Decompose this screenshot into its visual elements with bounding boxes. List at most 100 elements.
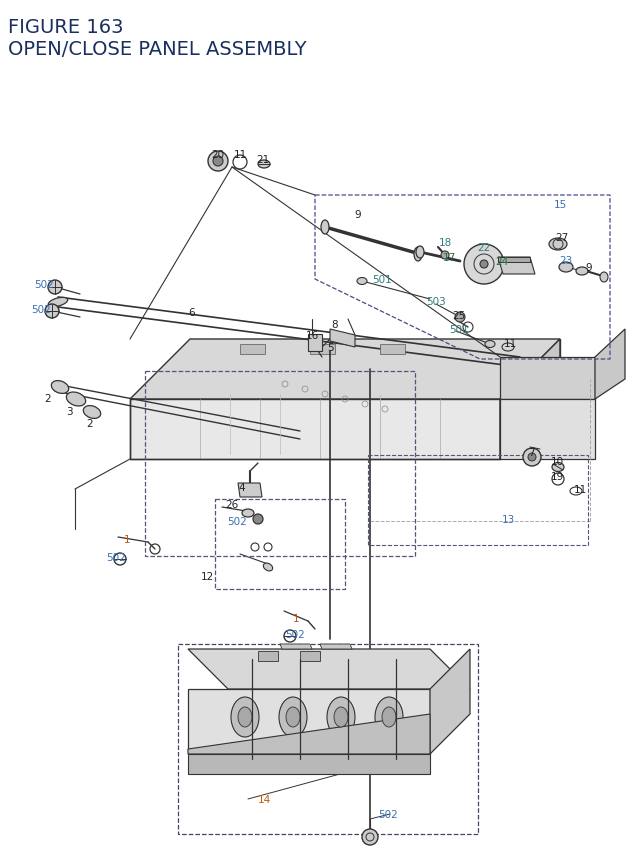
Text: 502: 502 [31, 305, 51, 314]
Text: 10: 10 [550, 456, 564, 467]
Text: 26: 26 [225, 499, 239, 510]
Circle shape [480, 261, 488, 269]
Text: 16: 16 [305, 331, 319, 341]
Ellipse shape [279, 697, 307, 737]
Ellipse shape [83, 406, 100, 419]
Ellipse shape [576, 268, 588, 276]
Text: 6: 6 [189, 307, 195, 318]
Ellipse shape [334, 707, 348, 728]
Polygon shape [380, 344, 405, 355]
Text: 4: 4 [239, 482, 245, 492]
Text: 9: 9 [355, 210, 362, 220]
Polygon shape [308, 335, 322, 351]
Text: 9: 9 [586, 263, 592, 273]
Polygon shape [320, 644, 352, 649]
Text: 5: 5 [326, 343, 333, 353]
Ellipse shape [258, 161, 270, 169]
Polygon shape [430, 649, 470, 754]
Circle shape [213, 157, 223, 167]
Text: 14: 14 [257, 794, 271, 804]
Polygon shape [280, 644, 312, 649]
Circle shape [455, 313, 465, 323]
Circle shape [253, 514, 263, 524]
Text: 502: 502 [227, 517, 247, 526]
Ellipse shape [416, 247, 424, 258]
Bar [215, 499, 345, 589]
Text: FIGURE 163: FIGURE 163 [8, 18, 124, 37]
Polygon shape [500, 400, 595, 460]
Circle shape [48, 281, 62, 294]
Text: 19: 19 [550, 472, 564, 481]
Text: 18: 18 [438, 238, 452, 248]
Text: 2: 2 [45, 393, 51, 404]
Text: 503: 503 [426, 297, 446, 307]
Ellipse shape [286, 707, 300, 728]
Text: 11: 11 [504, 338, 516, 349]
Ellipse shape [242, 510, 254, 517]
Circle shape [523, 449, 541, 467]
Text: 502: 502 [378, 809, 398, 819]
Polygon shape [130, 339, 560, 400]
Bar [145, 372, 415, 556]
Text: 21: 21 [257, 155, 269, 164]
Ellipse shape [51, 381, 68, 394]
Circle shape [362, 829, 378, 845]
Polygon shape [500, 339, 560, 460]
Polygon shape [188, 754, 430, 774]
Ellipse shape [382, 707, 396, 728]
Polygon shape [240, 344, 265, 355]
Ellipse shape [67, 393, 86, 406]
Polygon shape [498, 257, 530, 263]
Bar [178, 644, 478, 834]
Polygon shape [130, 400, 500, 460]
Ellipse shape [414, 248, 422, 262]
Text: OPEN/CLOSE PANEL ASSEMBLY: OPEN/CLOSE PANEL ASSEMBLY [8, 40, 307, 59]
Text: 8: 8 [332, 319, 339, 330]
Circle shape [208, 152, 228, 172]
Polygon shape [258, 651, 278, 661]
Text: 27: 27 [556, 232, 568, 243]
Polygon shape [188, 689, 430, 754]
Ellipse shape [357, 278, 367, 285]
Ellipse shape [559, 263, 573, 273]
Text: 1: 1 [124, 535, 131, 544]
Text: 22: 22 [477, 243, 491, 253]
Text: 12: 12 [200, 572, 214, 581]
Text: 23: 23 [559, 256, 573, 266]
Polygon shape [238, 483, 262, 498]
Text: 502: 502 [106, 553, 126, 562]
Text: 2: 2 [86, 418, 93, 429]
Text: 501: 501 [449, 325, 469, 335]
Ellipse shape [321, 220, 329, 235]
Circle shape [441, 251, 449, 260]
Text: 502: 502 [34, 280, 54, 289]
Circle shape [45, 305, 59, 319]
Ellipse shape [549, 238, 567, 251]
Polygon shape [498, 257, 535, 275]
Ellipse shape [375, 697, 403, 737]
Text: 24: 24 [495, 257, 509, 267]
Text: 25: 25 [452, 311, 466, 320]
Ellipse shape [327, 697, 355, 737]
Text: 15: 15 [554, 200, 566, 210]
Circle shape [528, 454, 536, 461]
Ellipse shape [238, 707, 252, 728]
Polygon shape [595, 330, 625, 400]
Polygon shape [500, 357, 595, 400]
Circle shape [464, 245, 504, 285]
Ellipse shape [485, 341, 495, 348]
Ellipse shape [552, 463, 564, 472]
Polygon shape [310, 344, 335, 355]
Polygon shape [188, 714, 430, 754]
Polygon shape [188, 649, 470, 689]
Text: 1: 1 [292, 613, 300, 623]
Text: 3: 3 [66, 406, 72, 417]
Text: 501: 501 [372, 275, 392, 285]
Ellipse shape [231, 697, 259, 737]
Bar [368, 455, 588, 545]
Polygon shape [300, 651, 320, 661]
Text: 502: 502 [285, 629, 305, 639]
Text: 17: 17 [442, 253, 456, 263]
Text: 11: 11 [573, 485, 587, 494]
Text: 11: 11 [234, 150, 246, 160]
